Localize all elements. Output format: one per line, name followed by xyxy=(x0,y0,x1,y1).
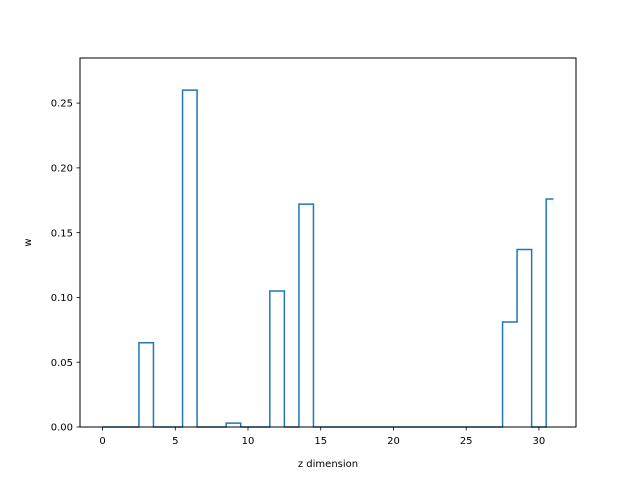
x-axis-label: z dimension xyxy=(298,459,358,470)
y-tick-label: 0.05 xyxy=(51,358,73,369)
x-tick-label: 15 xyxy=(314,436,327,447)
x-tick-label: 25 xyxy=(460,436,473,447)
y-tick-label: 0.20 xyxy=(51,163,73,174)
y-tick-label: 0.00 xyxy=(51,423,73,434)
x-tick-label: 0 xyxy=(99,436,105,447)
y-tick-label: 0.15 xyxy=(51,228,73,239)
x-tick-label: 30 xyxy=(533,436,546,447)
y-tick-label: 0.10 xyxy=(51,293,73,304)
x-tick-label: 10 xyxy=(242,436,255,447)
x-axis: 0 5 10 15 20 25 30 xyxy=(99,427,545,447)
x-tick-label: 20 xyxy=(387,436,400,447)
y-tick-label: 0.25 xyxy=(51,99,73,110)
plot-frame xyxy=(79,57,577,428)
plot-area xyxy=(80,58,576,427)
x-tick-label: 5 xyxy=(172,436,178,447)
y-axis: 0.00 0.05 0.10 0.15 0.20 0.25 xyxy=(51,99,80,434)
y-axis-label: w xyxy=(23,238,34,246)
